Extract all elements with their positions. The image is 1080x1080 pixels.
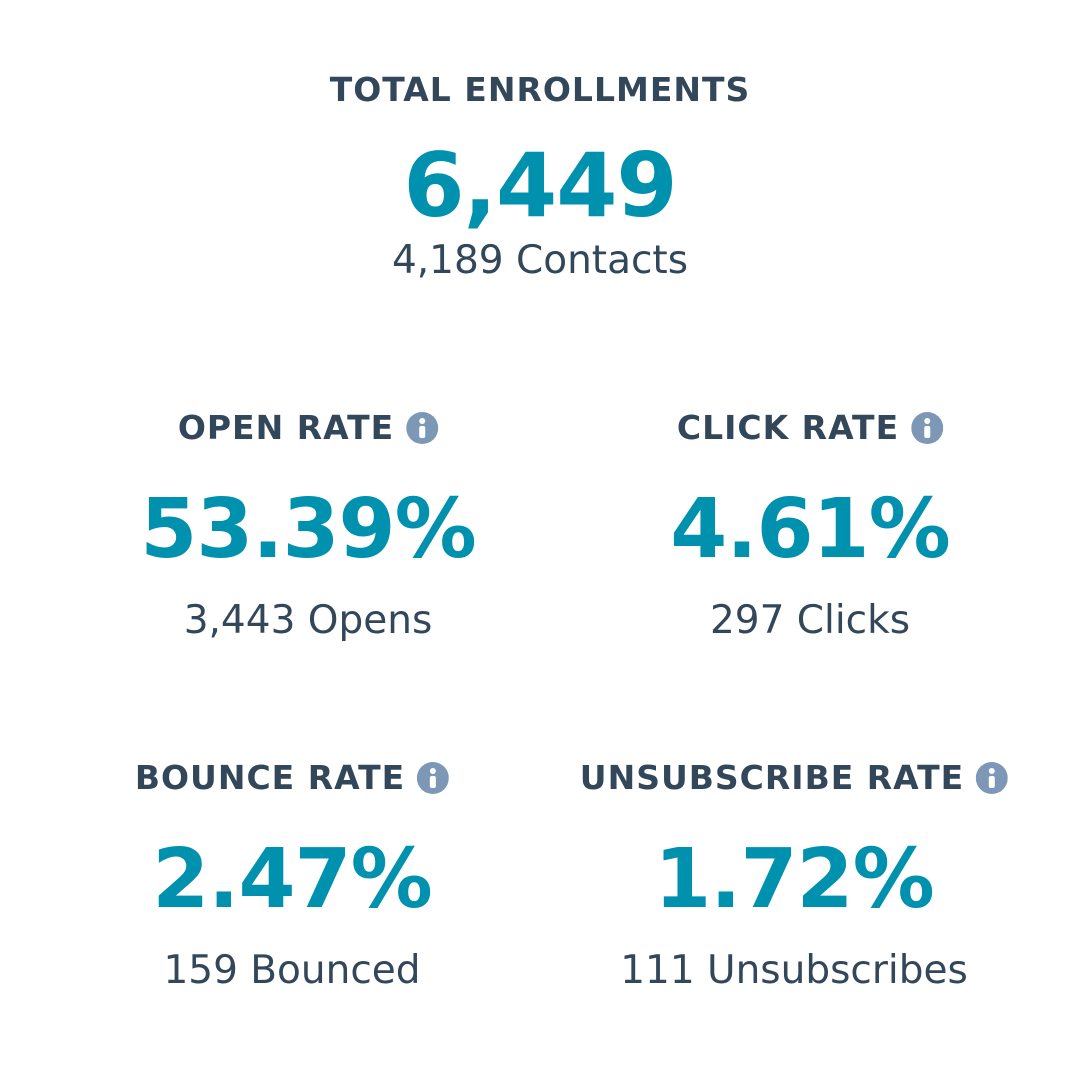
metric-value-text: 2.47% xyxy=(152,832,432,927)
info-icon[interactable] xyxy=(911,412,944,444)
metric: BOUNCE RATE 2.47% 159 Bounced xyxy=(134,758,450,996)
summary-detail: 4,189 Contacts xyxy=(391,238,689,283)
metric: CLICK RATE 4.61% 297 Clicks xyxy=(670,408,950,646)
metric-value-text: 53.39% xyxy=(140,482,477,577)
metric-label-text: OPEN RATE xyxy=(177,408,395,447)
metric-label-text: BOUNCE RATE xyxy=(134,758,406,797)
metric-detail-text: 3,443 Opens xyxy=(183,598,433,643)
metric-value: 2.47% xyxy=(135,830,449,930)
metric-detail: 111 Unsubscribes xyxy=(580,946,1008,996)
metric-detail-text: 111 Unsubscribes xyxy=(620,948,968,993)
metric-detail: 159 Bounced xyxy=(135,946,449,996)
metric-detail: 3,443 Opens xyxy=(140,596,476,646)
metric-detail: 297 Clicks xyxy=(670,596,949,646)
info-icon[interactable] xyxy=(417,762,450,794)
metric-label-text: UNSUBSCRIBE RATE xyxy=(579,758,965,797)
metric-label: BOUNCE RATE xyxy=(134,758,450,798)
metric-label: OPEN RATE xyxy=(140,408,476,448)
summary-value: 6,449 xyxy=(403,134,677,237)
metric-label: CLICK RATE xyxy=(670,408,949,448)
summary-label: TOTAL ENROLLMENTS xyxy=(329,70,751,109)
metric-detail-text: 297 Clicks xyxy=(709,598,911,643)
metric-label: UNSUBSCRIBE RATE xyxy=(579,758,1009,798)
metric-value-text: 4.61% xyxy=(670,482,950,577)
metric-label-text: CLICK RATE xyxy=(676,408,900,447)
metric: OPEN RATE 53.39% 3,443 Opens xyxy=(140,408,477,646)
metric-value: 1.72% xyxy=(580,830,1008,930)
info-icon[interactable] xyxy=(406,412,439,444)
summary: TOTAL ENROLLMENTS 6,449 4,189 Contacts xyxy=(330,70,751,286)
metric-value-text: 1.72% xyxy=(654,832,934,927)
metric: UNSUBSCRIBE RATE 1.72% 111 Unsubscribes xyxy=(579,758,1009,996)
metric-value: 53.39% xyxy=(140,480,477,580)
metric-detail-text: 159 Bounced xyxy=(163,948,421,993)
info-icon[interactable] xyxy=(976,762,1009,794)
metric-value: 4.61% xyxy=(670,480,950,580)
